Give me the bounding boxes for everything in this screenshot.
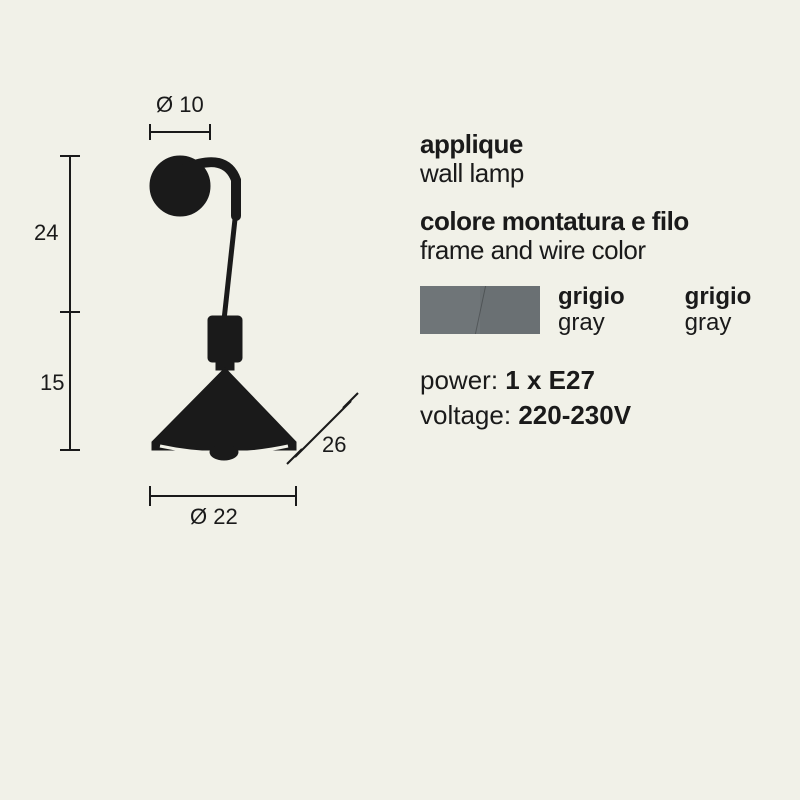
dim-depth: 26 bbox=[322, 432, 346, 458]
frame-wire-block: colore montatura e filo frame and wire c… bbox=[420, 207, 800, 264]
spec-panel: applique wall lamp colore montatura e fi… bbox=[420, 130, 800, 433]
framewire-heading-en: frame and wire color bbox=[420, 236, 800, 265]
framewire-heading-it: colore montatura e filo bbox=[420, 207, 800, 236]
power-value: 1 x E27 bbox=[505, 365, 595, 395]
dimension-diagram: Ø 10 24 15 Ø 22 26 bbox=[40, 120, 380, 600]
swatch-label: grigio gray bbox=[685, 284, 752, 334]
swatch-label: grigio gray bbox=[558, 284, 625, 334]
voltage-key: voltage: bbox=[420, 400, 511, 430]
dim-mount-diameter: Ø 10 bbox=[156, 92, 204, 118]
swatch-label-it: grigio bbox=[558, 284, 625, 309]
power-key: power: bbox=[420, 365, 498, 395]
dim-lower-height: 15 bbox=[40, 370, 64, 396]
swatch-label-en: gray bbox=[558, 310, 625, 335]
power-line: power: 1 x E27 bbox=[420, 363, 800, 398]
swatch-label-it: grigio bbox=[685, 284, 752, 309]
voltage-value: 220-230V bbox=[518, 400, 631, 430]
product-name-block: applique wall lamp bbox=[420, 130, 800, 187]
dim-upper-height: 24 bbox=[34, 220, 58, 246]
voltage-line: voltage: 220-230V bbox=[420, 398, 800, 433]
dim-shade-diameter: Ø 22 bbox=[190, 504, 238, 530]
swatch-row: grigio gray grigio gray bbox=[420, 284, 800, 334]
color-swatch bbox=[420, 286, 540, 334]
product-heading-en: wall lamp bbox=[420, 159, 800, 188]
product-heading-it: applique bbox=[420, 130, 800, 159]
swatch-label-en: gray bbox=[685, 310, 752, 335]
